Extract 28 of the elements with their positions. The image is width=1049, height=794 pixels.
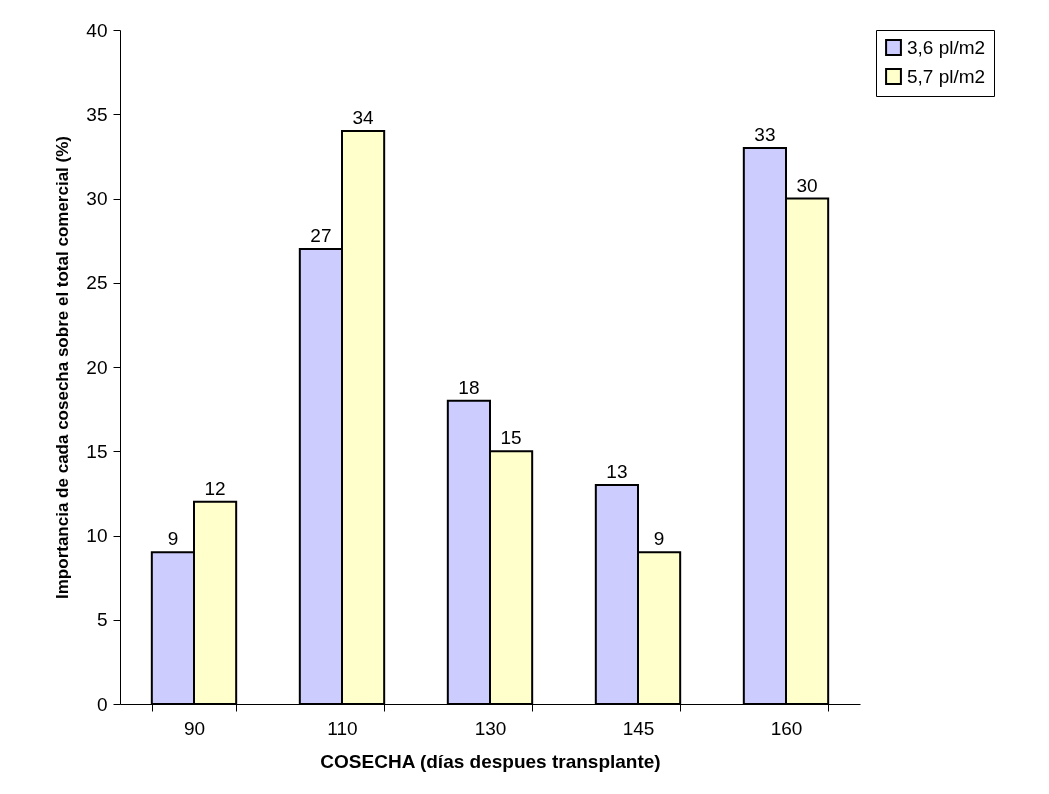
- x-tick-label: 110: [327, 717, 358, 739]
- data-label: 9: [167, 528, 179, 550]
- data-label: 13: [606, 460, 628, 482]
- y-axis-title: Importancia de cada cosecha sobre el total comercial (%): [53, 136, 73, 599]
- y-tick-label: 15: [86, 440, 108, 462]
- data-label: 15: [500, 427, 522, 449]
- y-tick-label: 0: [96, 693, 108, 715]
- x-tick-label: 160: [770, 717, 803, 739]
- y-tick-label: 20: [86, 356, 108, 378]
- data-label: 18: [458, 376, 480, 398]
- x-tick-label: 130: [474, 717, 507, 739]
- y-tick-label: 10: [86, 525, 108, 546]
- legend-label: 3,6 pl/m2: [907, 36, 986, 58]
- data-label: 12: [204, 477, 226, 499]
- y-tick-label: 35: [86, 103, 108, 125]
- x-tick-label: 90: [183, 717, 206, 739]
- legend-label: 5,7 pl/m2: [907, 65, 986, 87]
- data-label: 27: [310, 225, 332, 247]
- data-label: 33: [754, 123, 776, 145]
- x-tick-label: 145: [622, 717, 655, 739]
- y-tick-label: 5: [96, 609, 108, 631]
- y-tick-label: 30: [86, 188, 108, 209]
- y-tick-label: 40: [86, 19, 108, 41]
- y-tick-label: 25: [86, 272, 108, 294]
- data-label: 30: [796, 174, 818, 196]
- data-label: 34: [352, 107, 375, 129]
- x-axis-title: COSECHA (días despues transplante): [320, 750, 661, 772]
- data-label: 9: [653, 528, 665, 550]
